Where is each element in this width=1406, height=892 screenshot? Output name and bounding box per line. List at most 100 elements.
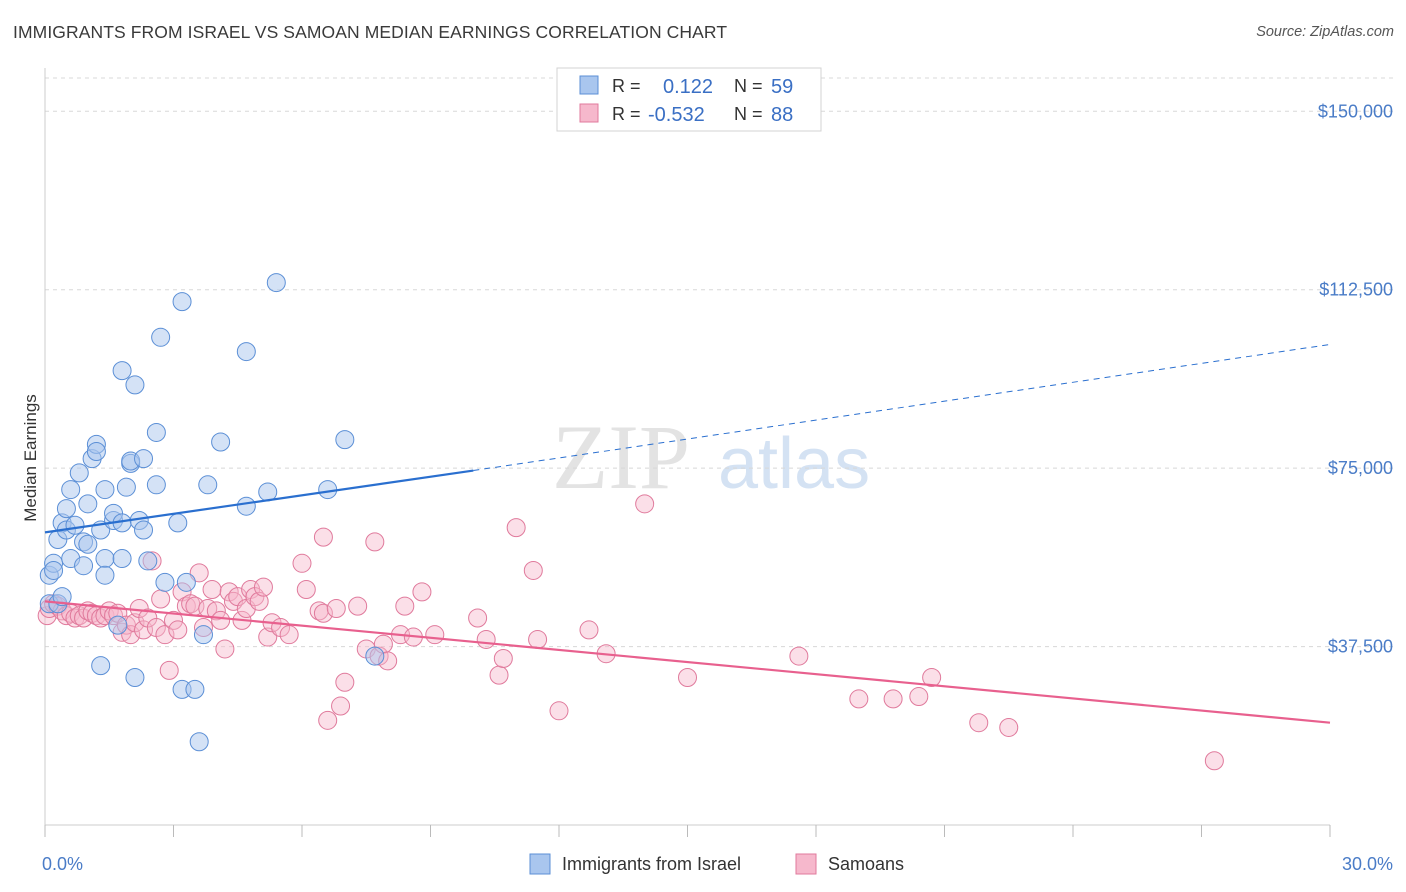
point-israel xyxy=(95,565,115,585)
point-samoan xyxy=(635,494,655,514)
point-israel xyxy=(138,551,158,571)
point-israel xyxy=(95,549,115,569)
point-israel xyxy=(108,615,128,635)
point-israel xyxy=(125,668,145,688)
legend-r-value-israel: 0.122 xyxy=(663,76,713,98)
point-israel xyxy=(155,572,175,592)
series-samoans xyxy=(37,494,1224,771)
gridlines xyxy=(45,77,1395,648)
point-samoan xyxy=(211,610,231,630)
point-israel xyxy=(236,496,256,516)
legend-item-israel-swatch xyxy=(529,853,551,875)
watermark-zip: ZIP xyxy=(552,406,690,508)
point-israel xyxy=(56,499,76,519)
point-samoan xyxy=(258,627,278,647)
trend-line-israel xyxy=(44,469,474,534)
point-israel xyxy=(134,520,154,540)
point-israel xyxy=(266,273,286,293)
y-tick-label: $75,000 xyxy=(1328,458,1393,478)
trend-line-israel-extension xyxy=(473,343,1331,472)
point-israel xyxy=(146,475,166,495)
point-israel xyxy=(116,477,136,497)
point-samoan xyxy=(489,665,509,685)
point-samoan xyxy=(468,608,488,628)
point-samoan xyxy=(313,603,333,623)
point-israel xyxy=(112,549,132,569)
series-legend: Immigrants from Israel Samoans xyxy=(529,853,904,875)
trend-lines xyxy=(44,343,1331,724)
point-israel xyxy=(125,375,145,395)
point-samoan xyxy=(164,610,183,630)
point-samoan xyxy=(335,672,355,692)
point-israel xyxy=(78,534,98,554)
legend-swatch-samoan xyxy=(579,103,599,123)
legend-n-value-samoan: 88 xyxy=(771,104,793,126)
point-israel xyxy=(74,556,94,576)
correlation-legend: R = 0.122 N = 59 R = -0.532 N = 88 xyxy=(556,67,822,132)
point-israel xyxy=(172,292,192,312)
point-israel xyxy=(69,463,89,483)
point-israel xyxy=(65,515,85,535)
point-samoan xyxy=(326,599,346,619)
x-tick-label: 0.0% xyxy=(42,854,83,874)
point-samoan xyxy=(883,689,903,709)
point-israel xyxy=(78,494,98,514)
chart-title: IMMIGRANTS FROM ISRAEL VS SAMOAN MEDIAN … xyxy=(13,22,728,42)
point-samoan xyxy=(579,620,599,640)
point-samoan xyxy=(331,696,351,716)
legend-swatch-israel xyxy=(579,75,599,95)
watermark-atlas: atlas xyxy=(718,424,870,504)
point-samoan xyxy=(365,532,385,552)
source-credit: Source: ZipAtlas.com xyxy=(1256,24,1394,40)
point-samoan xyxy=(789,646,809,666)
point-samoan xyxy=(678,668,697,688)
series-israel xyxy=(39,273,385,752)
point-samoan xyxy=(318,710,338,730)
point-samoan xyxy=(528,629,548,649)
point-samoan xyxy=(922,668,942,688)
point-israel xyxy=(44,560,64,580)
point-israel xyxy=(211,432,231,452)
point-samoan xyxy=(999,717,1019,737)
point-samoan xyxy=(121,625,141,645)
x-tick-label: 30.0% xyxy=(1342,854,1393,874)
point-israel xyxy=(86,442,106,461)
point-samoan xyxy=(348,596,368,616)
legend-n-label-israel: N = xyxy=(734,76,763,96)
y-tick-labels: $37,500 $75,000 $112,500 $150,000 xyxy=(1318,101,1393,656)
point-samoan xyxy=(151,589,171,609)
point-israel xyxy=(52,587,72,607)
axes xyxy=(44,68,1331,837)
point-samoan xyxy=(206,601,226,621)
point-samoan xyxy=(249,591,269,611)
trend-line-samoan xyxy=(44,600,1331,724)
point-samoan xyxy=(296,579,316,599)
point-samoan xyxy=(849,689,869,709)
point-samoan xyxy=(155,625,175,645)
point-israel xyxy=(168,513,188,533)
point-samoan xyxy=(549,701,569,721)
point-samoan xyxy=(969,713,989,733)
legend-item-samoan-label: Samoans xyxy=(828,854,904,874)
watermark: ZIP atlas xyxy=(552,406,870,508)
point-samoan xyxy=(219,582,239,602)
x-tick-labels: 0.0% 30.0% xyxy=(42,854,1393,874)
point-samoan xyxy=(909,687,929,707)
legend-item-samoan-swatch xyxy=(795,853,817,875)
point-samoan xyxy=(279,625,299,645)
y-tick-label: $112,500 xyxy=(1319,280,1393,300)
y-tick-label: $37,500 xyxy=(1328,637,1393,657)
point-israel xyxy=(91,656,111,676)
legend-r-label-samoan: R = xyxy=(612,104,641,124)
point-samoan xyxy=(202,579,222,599)
point-israel xyxy=(95,480,115,500)
y-axis-title: Median Earnings xyxy=(21,394,40,522)
point-samoan xyxy=(523,560,543,580)
point-samoan xyxy=(253,577,273,597)
point-samoan xyxy=(395,596,415,616)
point-samoan xyxy=(506,518,526,538)
point-samoan xyxy=(189,563,209,583)
legend-item-israel-label: Immigrants from Israel xyxy=(562,854,741,874)
point-samoan xyxy=(159,660,179,680)
point-samoan xyxy=(215,639,235,659)
